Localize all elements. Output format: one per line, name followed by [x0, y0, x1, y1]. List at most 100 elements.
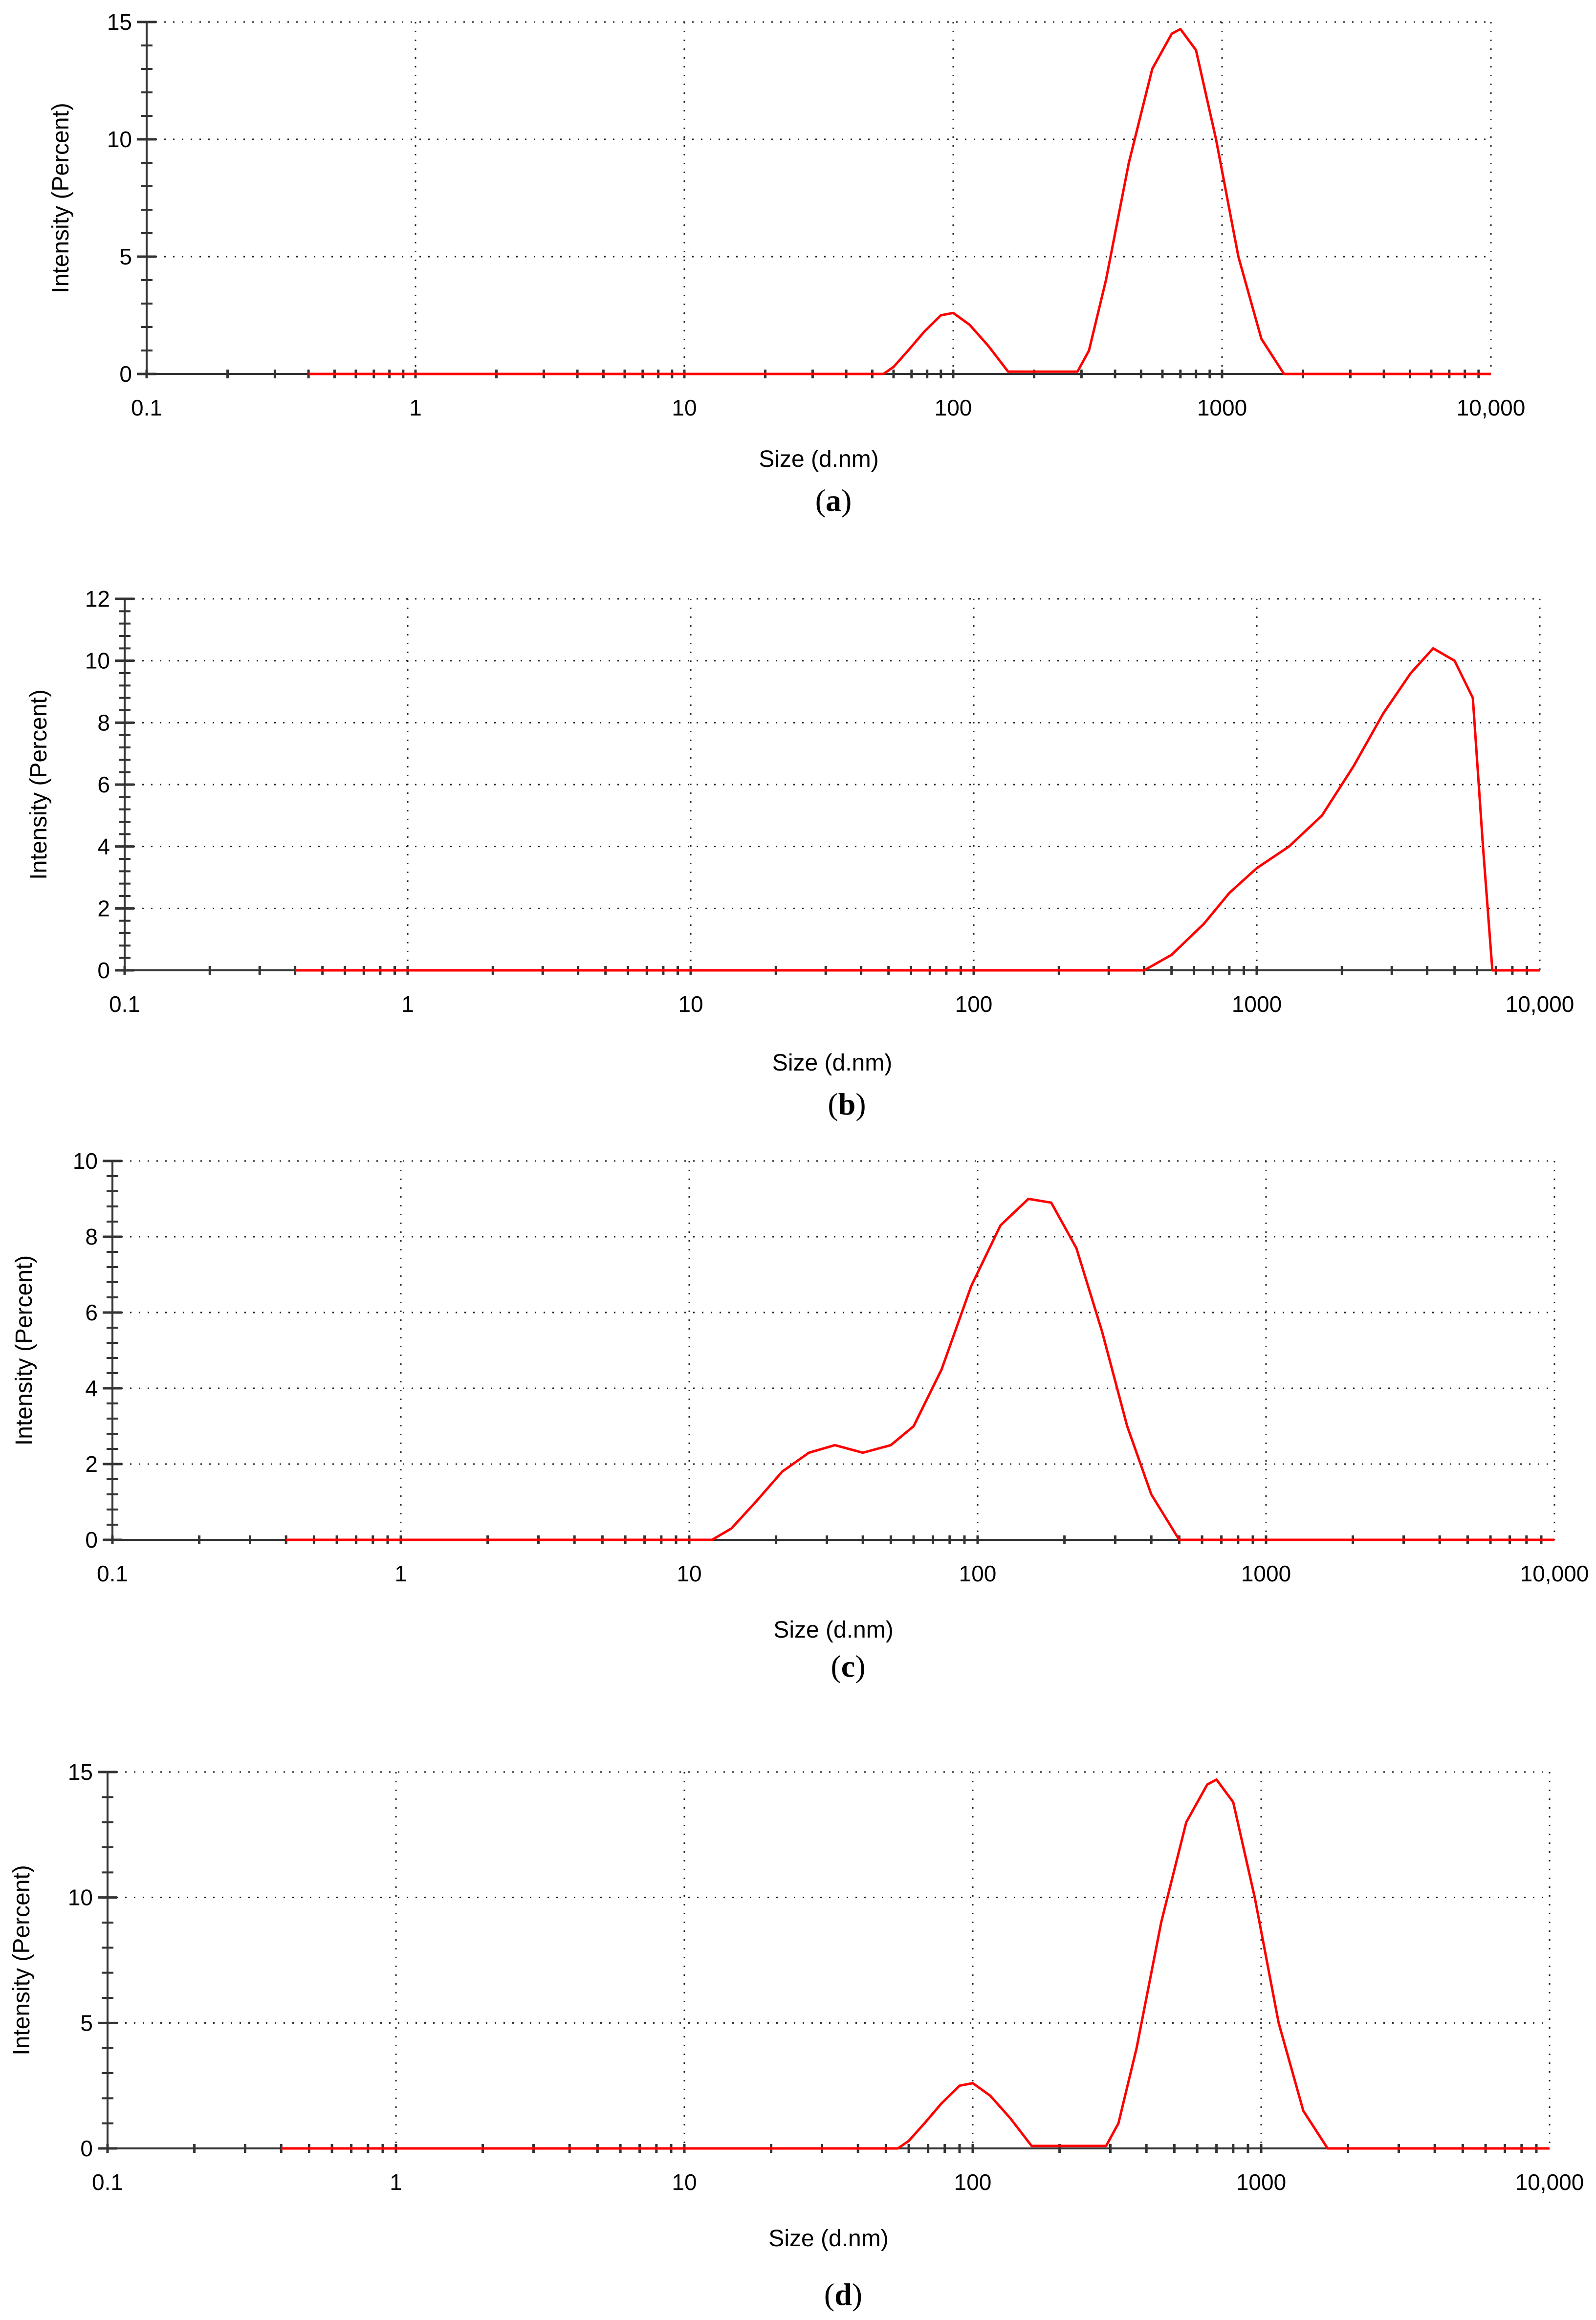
data-point: [1050, 1202, 1052, 1204]
y-axis-title: Intensity (Percent): [9, 1865, 35, 2055]
data-point: [897, 2147, 899, 2149]
data-point: [808, 1452, 810, 1454]
x-tick-label: 10,000: [1520, 1561, 1589, 1586]
data-point: [1151, 68, 1153, 70]
y-tick-label: 12: [85, 586, 110, 612]
y-axis-title: Intensity (Percent): [11, 1255, 37, 1445]
x-tick-label: 1000: [1241, 1561, 1291, 1586]
series-points: [294, 647, 1541, 971]
x-tick-label: 100: [955, 991, 993, 1017]
caption-open: (: [831, 1649, 841, 1684]
data-point: [1126, 1425, 1128, 1427]
data-point: [862, 1452, 864, 1454]
data-point: [1136, 2047, 1137, 2049]
data-point: [1491, 969, 1493, 971]
data-point: [1216, 1778, 1218, 1780]
caption-close: ): [852, 2277, 862, 2312]
data-point: [1288, 846, 1290, 848]
data-point: [1553, 1539, 1555, 1541]
data-point: [923, 2123, 925, 2124]
series-line: [295, 647, 1540, 972]
x-tick-label: 1: [401, 991, 414, 1017]
data-point: [972, 2082, 974, 2084]
x-tick-label: 10,000: [1515, 2169, 1584, 2195]
data-point: [1302, 2110, 1304, 2112]
grid: [112, 1160, 1555, 1540]
x-tick-label: 1000: [1236, 2169, 1286, 2195]
x-axis-title: Size (d.nm): [772, 1050, 892, 1076]
y-tick-label: 4: [85, 1376, 98, 1401]
data-point: [1472, 697, 1474, 699]
data-point: [1185, 1821, 1187, 1823]
data-point: [1260, 338, 1262, 340]
data-point: [913, 1425, 915, 1427]
data-point: [970, 1285, 972, 1287]
series-points: [307, 28, 1492, 375]
panel-caption: (a): [815, 483, 852, 518]
data-point: [989, 2095, 991, 2097]
y-tick-label: 15: [107, 9, 132, 35]
y-axis-title: Intensity (Percent): [26, 689, 52, 879]
x-tick-label: 1: [390, 2169, 402, 2195]
y-tick-label: 2: [97, 896, 110, 921]
data-point: [1028, 1198, 1029, 1200]
data-point: [1410, 672, 1412, 674]
caption-letter: c: [841, 1649, 855, 1684]
x-axis-title: Size (d.nm): [768, 2226, 888, 2252]
data-point: [940, 2102, 942, 2104]
data-point: [1490, 373, 1492, 375]
data-point: [781, 1471, 783, 1473]
x-tick-label: 1000: [1232, 991, 1282, 1017]
data-point: [1128, 162, 1130, 164]
caption-letter: b: [838, 1087, 856, 1121]
panel-caption: (d): [824, 2277, 862, 2312]
data-point: [1203, 923, 1205, 925]
data-point: [1482, 846, 1484, 848]
grid: [108, 1771, 1551, 2148]
data-point: [1075, 1247, 1077, 1249]
data-point: [285, 1539, 287, 1541]
data-point: [1321, 814, 1323, 816]
data-point: [907, 350, 909, 351]
data-point: [1539, 969, 1541, 971]
data-point: [1088, 350, 1090, 351]
grid: [147, 21, 1492, 374]
series-points: [280, 1778, 1551, 2149]
y-tick-label: 0: [97, 958, 110, 983]
caption-close: ): [841, 483, 852, 518]
data-point: [307, 373, 309, 375]
data-point: [882, 373, 884, 375]
x-tick-label: 100: [959, 1561, 997, 1586]
y-axis-title: Intensity (Percent): [48, 103, 74, 293]
x-tick-label: 0.1: [109, 991, 140, 1017]
data-point: [908, 2140, 910, 2142]
caption-close: ): [855, 1087, 866, 1121]
data-point: [1178, 1539, 1180, 1541]
x-axis-title: Size (d.nm): [773, 1617, 893, 1643]
x-tick-label: 100: [954, 2169, 992, 2195]
series-line: [281, 1778, 1550, 2150]
y-tick-label: 10: [85, 648, 110, 674]
data-point: [959, 2085, 961, 2087]
data-point: [923, 331, 925, 333]
y-tick-label: 0: [85, 1527, 98, 1553]
data-point: [1030, 2145, 1032, 2147]
data-point: [280, 2147, 282, 2149]
x-tick-label: 10: [672, 2169, 697, 2195]
panel-caption: (c): [831, 1649, 865, 1684]
x-tick-label: 0.1: [131, 395, 162, 420]
data-point: [1150, 1493, 1152, 1495]
data-point: [1009, 2117, 1011, 2119]
caption-close: ): [855, 1649, 865, 1684]
data-point: [893, 366, 895, 368]
data-point: [1256, 867, 1258, 869]
data-point: [1000, 1225, 1002, 1226]
y-tick-label: 15: [68, 1759, 93, 1785]
y-tick-label: 0: [119, 361, 132, 387]
caption-open: (: [815, 483, 826, 518]
data-point: [968, 324, 970, 326]
data-point: [1353, 765, 1355, 767]
caption-letter: a: [826, 483, 841, 518]
x-tick-label: 100: [935, 395, 972, 420]
data-point: [755, 1501, 757, 1503]
